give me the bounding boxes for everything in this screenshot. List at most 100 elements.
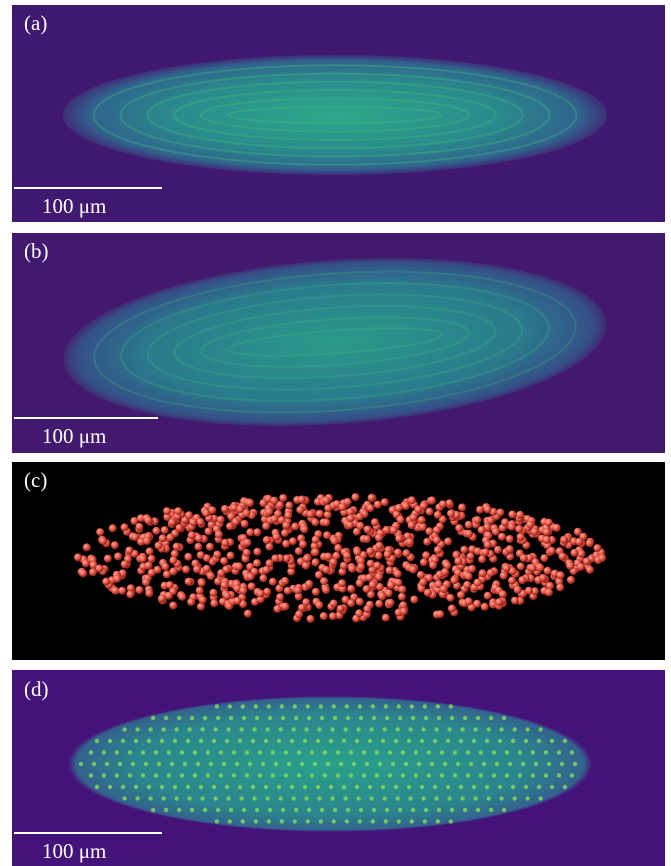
ion-spot [108,739,112,743]
ion-sphere [382,614,390,622]
ion-spot [427,773,431,777]
ion-sphere [426,508,434,516]
ion-sphere [281,577,289,585]
ion-sphere [302,562,310,570]
ion-sphere [312,558,320,566]
ion-spot [128,750,132,754]
ion-spot [200,727,204,731]
ion-sphere [198,579,206,587]
ion-spot [177,716,181,720]
ion-spot [485,739,489,743]
ion-sphere [118,587,126,595]
ion-spot [239,796,243,800]
ion-sphere [312,588,320,596]
ion-sphere [185,511,193,519]
ion-spot [199,739,203,743]
ion-spot [241,819,245,823]
ion-sphere [501,518,509,526]
ion-spot [245,773,249,777]
ion-spot [544,773,548,777]
ion-spot [446,739,450,743]
ion-spot [346,716,350,720]
ion-spot [492,750,496,754]
ion-sphere [433,536,441,544]
ion-spot [485,785,489,789]
ion-spot [573,762,577,766]
ion-spot [330,727,334,731]
ion-spot [258,750,262,754]
ion-spot [161,727,165,731]
ion-sphere [330,600,338,608]
ion-sphere [440,585,448,593]
ion-spot [186,739,190,743]
ion-sphere [406,538,414,546]
ion-spot [213,796,217,800]
ion-spot [499,727,503,731]
ion-spot [531,773,535,777]
ion-spot [193,750,197,754]
ion-sphere [395,534,403,542]
ion-sphere [257,590,265,598]
ion-spot [306,819,310,823]
ion-sphere [544,567,552,575]
ion-spot [280,704,284,708]
ion-sphere [356,522,364,530]
ion-sphere [496,509,504,517]
ion-spot [369,796,373,800]
ion-sphere [285,502,293,510]
scale-bar-label: 100 μm [42,839,106,863]
ion-sphere [339,503,347,511]
ion-sphere [82,559,90,567]
ion-spot [498,739,502,743]
ion-spot [397,819,401,823]
ion-spot [349,750,353,754]
ion-spot [144,762,148,766]
ion-sphere [112,587,120,595]
ion-sphere [263,536,271,544]
ion-sphere [468,565,476,573]
ion-spot [381,739,385,743]
ion-spot [531,750,535,754]
ion-spot [164,808,168,812]
ion-spot [167,750,171,754]
ion-sphere [508,523,516,531]
ion-sphere [159,534,167,542]
ion-spot [550,785,554,789]
ion-spot [287,762,291,766]
ion-sphere [447,510,455,518]
ion-spot [502,716,506,720]
ion-sphere [203,565,211,573]
ion-sphere [578,550,586,558]
ion-sphere [434,511,442,519]
ion-sphere [390,526,398,534]
ion-sphere [506,545,514,553]
ion-sphere [516,511,524,519]
ion-spot [267,819,271,823]
ion-sphere [571,549,579,557]
ion-spot [265,796,269,800]
ion-sphere [145,562,153,570]
ion-sphere [307,510,315,518]
ion-sphere [525,587,533,595]
ion-sphere [270,497,278,505]
ion-spot [180,750,184,754]
ion-sphere [227,552,235,560]
ion-sphere [476,506,484,514]
ion-sphere [575,538,583,546]
ion-spot [209,762,213,766]
ion-spot [492,773,496,777]
ion-sphere [408,521,416,529]
ion-sphere [383,526,391,534]
ion-spot [147,785,151,789]
ion-spot [453,750,457,754]
ion-sphere [144,517,152,525]
ion-sphere [436,610,444,618]
ion-sphere [528,564,536,572]
ion-spot [365,762,369,766]
ion-sphere [217,569,225,577]
ion-spot [534,762,538,766]
ion-spot [271,750,275,754]
ion-spot [346,808,350,812]
ion-spot [375,750,379,754]
ion-spot [394,739,398,743]
